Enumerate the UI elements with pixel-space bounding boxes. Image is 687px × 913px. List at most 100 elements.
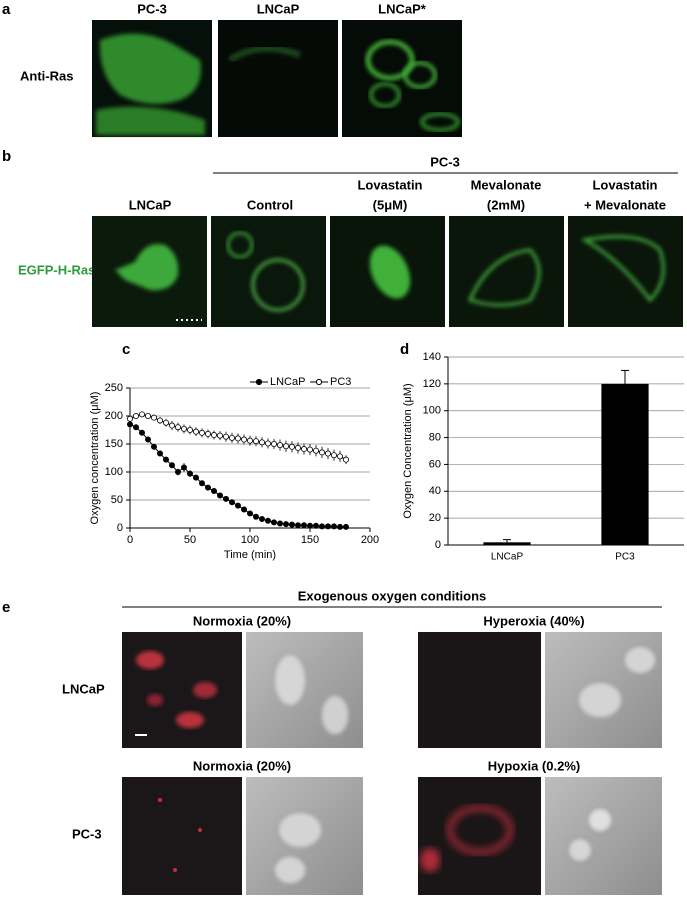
point — [222, 433, 229, 440]
point — [240, 436, 247, 443]
y-tick-label: 150 — [105, 438, 123, 450]
micrograph — [92, 216, 683, 327]
column-label: Lovastatin — [592, 177, 657, 192]
x-tick-label: 200 — [361, 534, 379, 546]
point — [312, 522, 319, 529]
point — [246, 437, 253, 444]
y-tick-label: 80 — [429, 431, 441, 443]
point — [162, 456, 169, 463]
point — [270, 519, 277, 526]
point — [216, 492, 223, 499]
column-label: Lovastatin — [357, 177, 422, 192]
point — [252, 438, 259, 445]
point — [156, 417, 163, 424]
point — [336, 453, 343, 460]
x-tick-label: 50 — [184, 534, 196, 546]
point — [204, 484, 211, 491]
column-label: (5μM) — [373, 197, 408, 212]
x-tick-label: 0 — [127, 534, 133, 546]
point — [342, 523, 349, 530]
point — [150, 443, 157, 450]
point — [210, 432, 217, 439]
point — [288, 443, 295, 450]
point — [264, 517, 271, 524]
point — [210, 488, 217, 495]
point — [240, 506, 247, 513]
point — [324, 450, 331, 457]
condition-label: Hypoxia (0.2%) — [488, 758, 580, 773]
micrograph — [92, 20, 462, 137]
legend-label: PC3 — [330, 376, 351, 388]
point — [228, 434, 235, 441]
bar — [601, 383, 649, 545]
point — [294, 522, 301, 529]
y-tick-label: 20 — [429, 512, 441, 524]
point — [174, 424, 181, 431]
y-tick-label: 60 — [429, 458, 441, 470]
panel-letter: b — [2, 148, 11, 165]
point — [330, 452, 337, 459]
panel-letter: d — [400, 341, 409, 358]
panel-letter: c — [122, 341, 130, 358]
point — [192, 428, 199, 435]
x-tick-label: 150 — [301, 534, 319, 546]
y-tick-label: 0 — [435, 539, 441, 551]
column-label: Mevalonate — [471, 177, 542, 192]
bar — [483, 542, 531, 545]
point — [192, 474, 199, 481]
point — [282, 443, 289, 450]
column-label: PC-3 — [137, 1, 167, 16]
micrograph — [122, 632, 662, 895]
point — [132, 424, 139, 431]
y-tick-label: 40 — [429, 485, 441, 497]
point — [174, 468, 181, 475]
point — [282, 521, 289, 528]
panel-title: Exogenous oxygen conditions — [298, 588, 487, 603]
point — [168, 422, 175, 429]
row-label: PC-3 — [72, 826, 102, 841]
column-label: LNCaP — [257, 1, 300, 16]
legend-marker — [315, 378, 323, 386]
column-label: LNCaP* — [378, 1, 427, 16]
point — [156, 450, 163, 457]
y-tick-label: 100 — [423, 405, 441, 417]
point — [276, 442, 283, 449]
point — [276, 520, 283, 527]
row-label: LNCaP — [62, 681, 105, 696]
condition-label: Hyperoxia (40%) — [483, 613, 584, 628]
point — [258, 516, 265, 523]
point — [270, 440, 277, 447]
panel-letter: e — [2, 599, 10, 616]
x-tick-label: PC3 — [615, 552, 635, 563]
point — [138, 411, 145, 418]
point — [264, 440, 271, 447]
point — [198, 480, 205, 487]
column-label: (2mM) — [487, 197, 525, 212]
point — [234, 435, 241, 442]
y-axis-label: Oxygen concentration (μM) — [89, 392, 101, 525]
y-tick-label: 50 — [111, 494, 123, 506]
y-tick-label: 100 — [105, 466, 123, 478]
point — [127, 415, 134, 422]
point — [228, 499, 235, 506]
y-tick-label: 200 — [105, 410, 123, 422]
column-label: + Mevalonate — [584, 197, 666, 212]
point — [306, 446, 313, 453]
group-label: PC-3 — [430, 154, 460, 169]
point — [246, 510, 253, 517]
y-tick-label: 140 — [423, 351, 441, 363]
point — [342, 456, 349, 463]
point — [306, 522, 313, 529]
point — [162, 419, 169, 426]
point — [132, 412, 139, 419]
y-tick-label: 250 — [105, 382, 123, 394]
point — [150, 414, 157, 421]
legend-marker — [255, 378, 263, 386]
panel-letter: a — [2, 1, 11, 18]
row-label: Anti-Ras — [20, 68, 73, 83]
point — [300, 446, 307, 453]
point — [180, 425, 187, 432]
point — [318, 523, 325, 530]
y-axis-label: Oxygen Concentration (μM) — [402, 383, 414, 518]
